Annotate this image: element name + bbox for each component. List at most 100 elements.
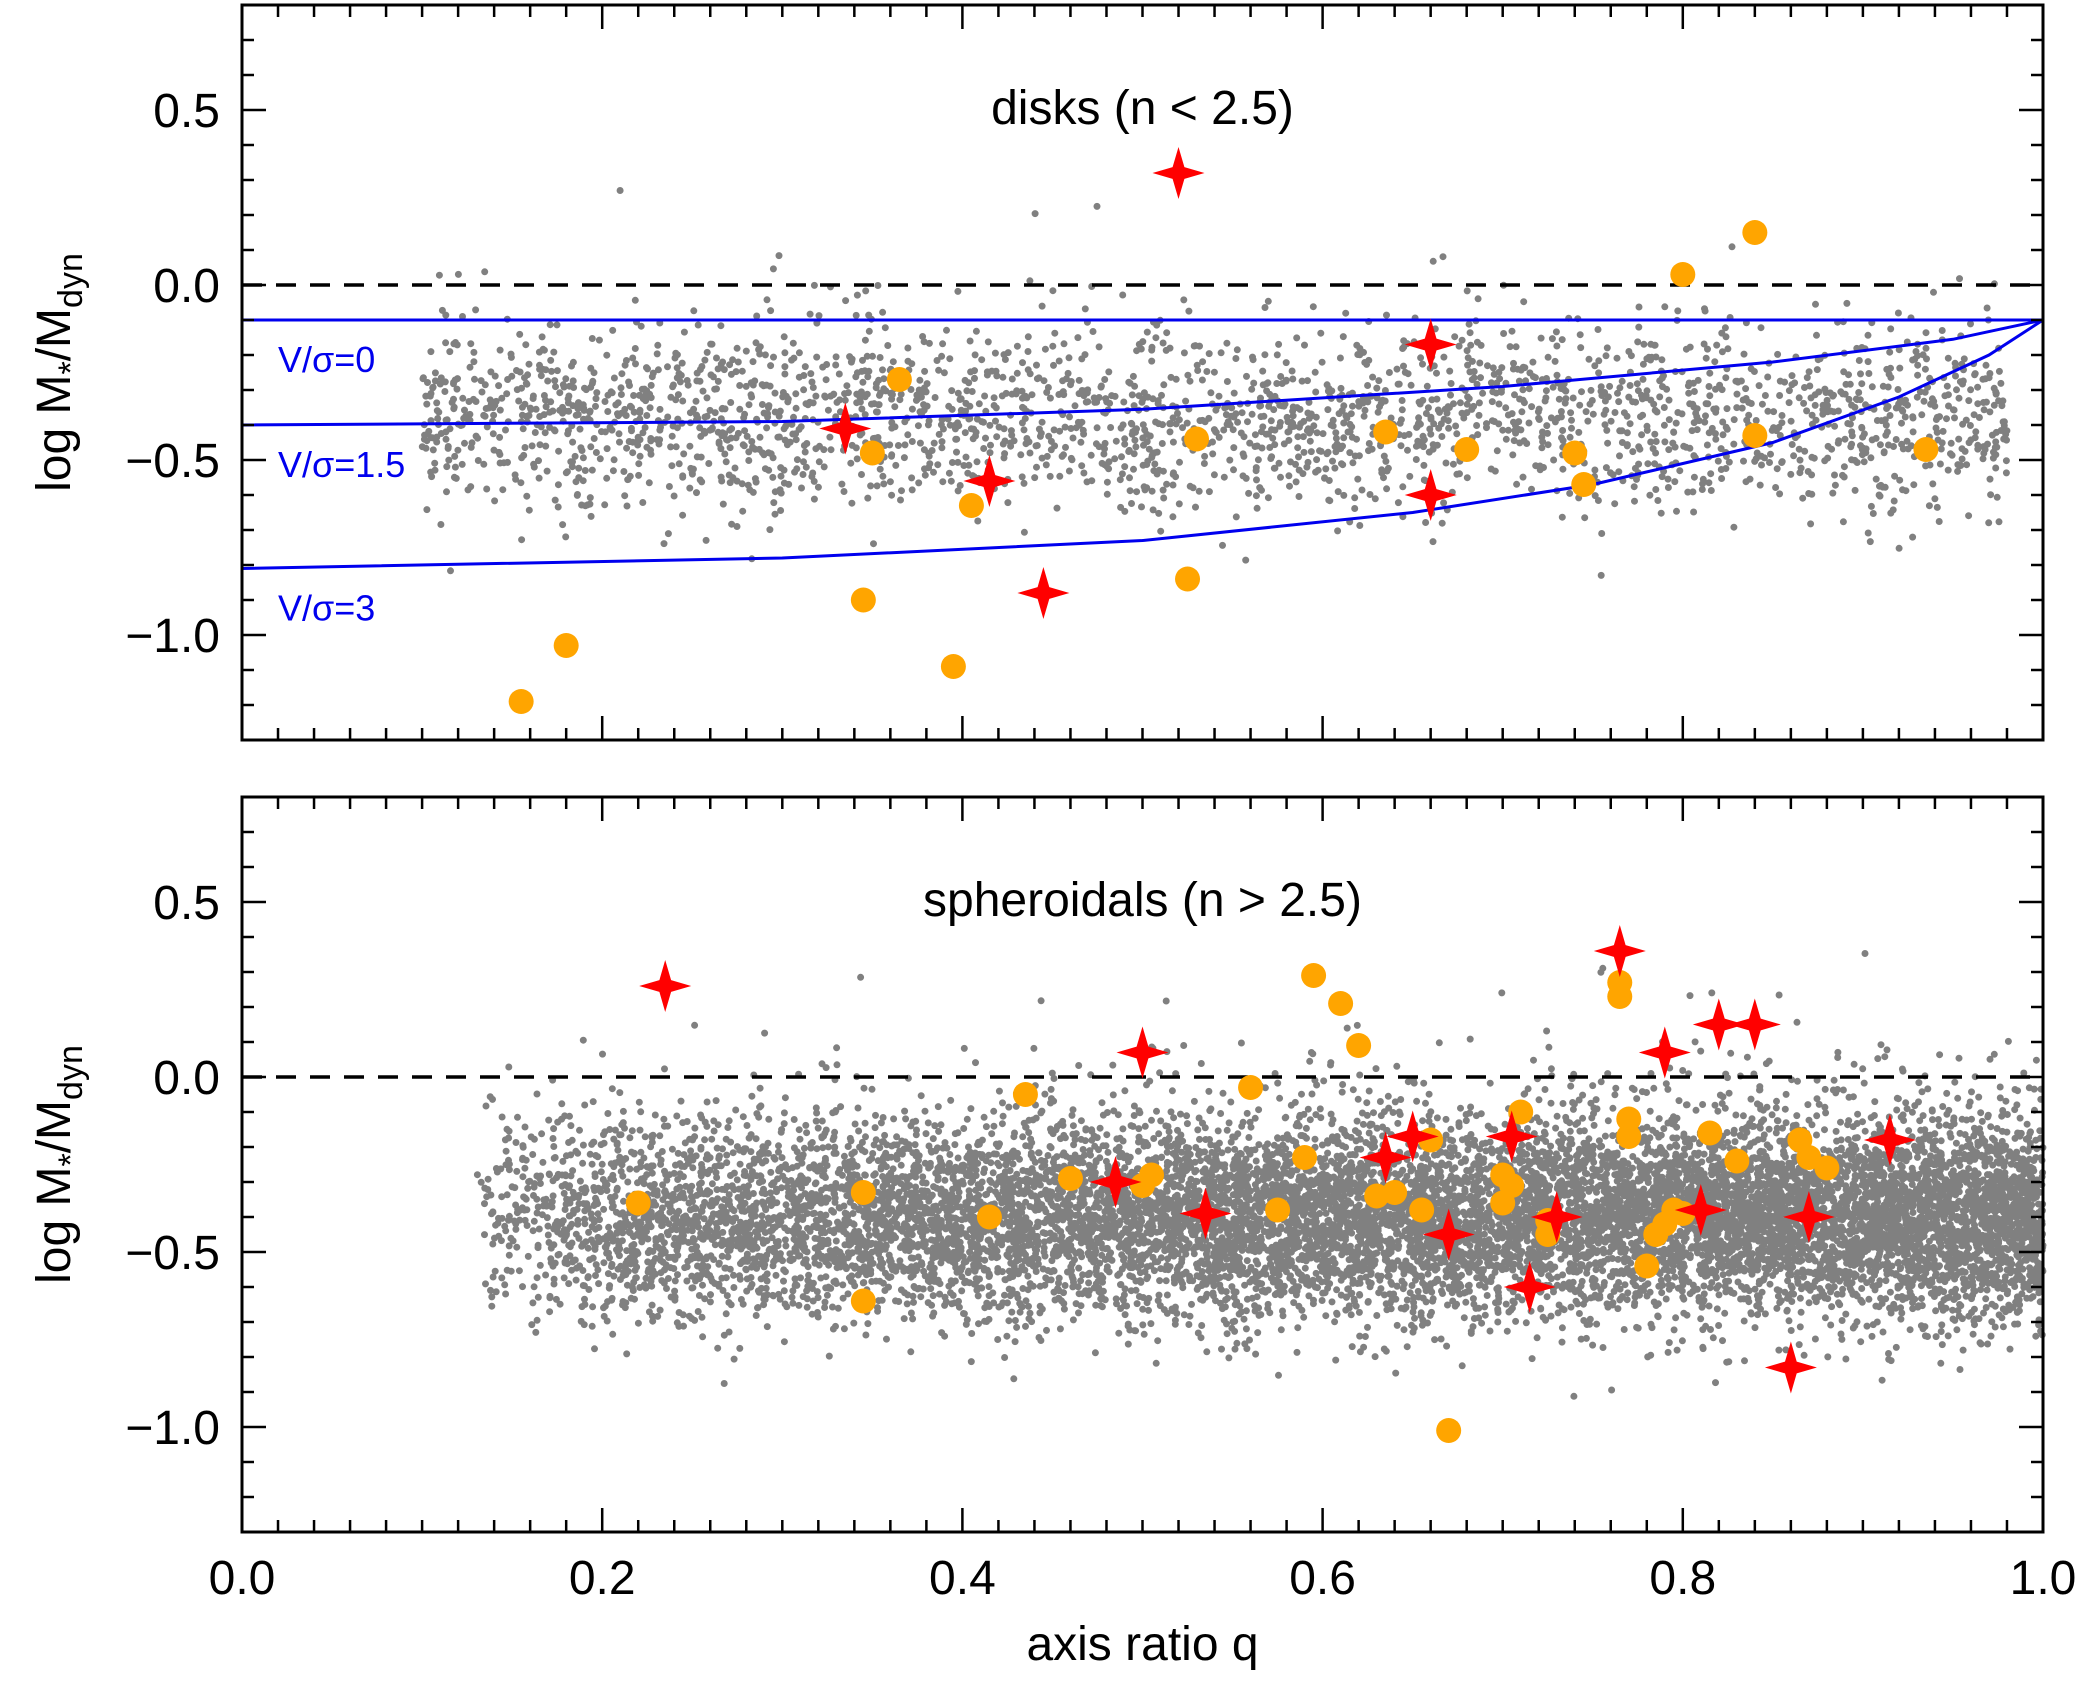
orange-point xyxy=(1238,1075,1264,1100)
red-star-point xyxy=(819,402,872,455)
red-star-point xyxy=(1404,469,1457,521)
y-tick-label: 0.5 xyxy=(153,877,220,930)
orange-point xyxy=(1814,1155,1840,1181)
bottom-y-tick-labels: 0.5 0.0 −0.5 −1.0 xyxy=(125,877,220,1455)
y-tick-label: 0.5 xyxy=(153,85,220,138)
top-y-axis-label: log M*/Mdyn xyxy=(28,253,90,492)
curve-label-0: V/σ=0 xyxy=(278,339,375,380)
red-star-point xyxy=(1782,1191,1835,1243)
orange-point xyxy=(1742,220,1768,245)
bottom-orange-points xyxy=(625,963,1840,1443)
top-ylabel-main: log M xyxy=(28,375,81,492)
red-star-point xyxy=(963,455,1016,507)
orange-point xyxy=(1499,1173,1525,1198)
red-star-point xyxy=(1863,1114,1916,1166)
orange-point xyxy=(508,689,534,714)
top-orange-points xyxy=(508,220,1939,714)
background-points xyxy=(473,950,2047,1400)
red-star-point xyxy=(1179,1187,1232,1240)
orange-point xyxy=(1373,419,1399,445)
y-tick-label: −0.5 xyxy=(125,1227,220,1280)
orange-point xyxy=(1454,437,1480,462)
orange-point xyxy=(1796,1145,1822,1170)
orange-point xyxy=(850,1288,876,1314)
bottom-panel-annotation: spheroidals (n > 2.5) xyxy=(923,874,1362,927)
red-star-point xyxy=(1359,1131,1412,1184)
background-points xyxy=(418,187,2011,579)
orange-point xyxy=(1724,1148,1750,1174)
orange-point xyxy=(958,493,984,518)
orange-point xyxy=(1328,991,1354,1016)
y-tick-label: −0.5 xyxy=(125,435,220,488)
orange-point xyxy=(1175,566,1201,592)
x-tick-label: 0.8 xyxy=(1649,1552,1716,1605)
red-star-point xyxy=(1593,925,1646,977)
y-tick-label: 0.0 xyxy=(153,1052,220,1105)
y-tick-label: −1.0 xyxy=(125,1402,220,1455)
x-tick-label: 0.6 xyxy=(1289,1552,1356,1605)
orange-point xyxy=(1012,1082,1038,1107)
red-star-point xyxy=(1638,1026,1691,1079)
orange-point xyxy=(1634,1253,1660,1279)
orange-point xyxy=(1616,1106,1642,1132)
model-curve-1 xyxy=(241,318,2044,427)
orange-point xyxy=(625,1190,651,1216)
y-tick-label: 0.0 xyxy=(153,260,220,313)
bottom-ylabel-main: log M xyxy=(28,1167,81,1284)
red-star-point xyxy=(1422,1208,1475,1261)
orange-point xyxy=(976,1204,1002,1230)
top-curve-labels: V/σ=0 V/σ=1.5 V/σ=3 xyxy=(278,339,405,629)
orange-point xyxy=(1670,262,1696,287)
orange-point xyxy=(1292,1145,1318,1170)
orange-point xyxy=(1301,963,1327,988)
orange-point xyxy=(1742,423,1768,448)
red-star-point xyxy=(1692,998,1745,1051)
orange-point xyxy=(1139,1162,1165,1188)
orange-point xyxy=(1571,472,1597,497)
orange-point xyxy=(886,367,912,392)
red-star-point xyxy=(1764,1341,1817,1394)
red-star-point xyxy=(1089,1156,1142,1208)
top-ylabel-mid: /M xyxy=(28,308,81,361)
curve-label-2: V/σ=3 xyxy=(278,588,375,629)
orange-point xyxy=(553,633,579,658)
bottom-panel: 0.5 0.0 −0.5 −1.0 0.0 0.2 0.4 0.6 0.8 1.0 sphero… xyxy=(28,795,2077,1671)
red-star-point xyxy=(1530,1191,1583,1243)
bottom-ylabel-mid: /M xyxy=(28,1100,81,1153)
top-ylabel-sub2: dyn xyxy=(52,253,90,308)
orange-point xyxy=(1184,426,1210,452)
x-tick-label: 0.2 xyxy=(569,1552,636,1605)
orange-point xyxy=(1562,440,1588,466)
curve-label-1: V/σ=1.5 xyxy=(278,444,405,485)
bottom-background-cloud xyxy=(473,950,2047,1400)
top-axis-ticks xyxy=(240,3,2045,742)
orange-point xyxy=(1382,1180,1408,1205)
red-star-point xyxy=(1017,567,1070,619)
y-tick-label: −1.0 xyxy=(125,610,220,663)
red-star-point xyxy=(1485,1110,1538,1163)
orange-point xyxy=(1265,1197,1291,1223)
red-star-point xyxy=(1152,147,1205,199)
x-tick-label: 1.0 xyxy=(2010,1552,2077,1605)
orange-point xyxy=(1346,1033,1372,1058)
bottom-y-axis-label: log M*/Mdyn xyxy=(28,1045,90,1284)
bottom-axis-ticks xyxy=(240,795,2045,1534)
orange-point xyxy=(940,654,966,679)
orange-point xyxy=(1436,1418,1462,1443)
orange-point xyxy=(1913,437,1939,462)
orange-point xyxy=(1607,970,1633,995)
orange-point xyxy=(850,587,876,613)
red-star-point xyxy=(1503,1261,1556,1313)
top-ylabel-sub1: * xyxy=(52,361,90,374)
orange-point xyxy=(1616,1124,1642,1149)
orange-point xyxy=(859,440,885,466)
red-star-point xyxy=(639,960,692,1012)
orange-point xyxy=(1697,1120,1723,1146)
bottom-x-tick-labels: 0.0 0.2 0.4 0.6 0.8 1.0 xyxy=(209,1552,2077,1605)
top-panel: V/σ=0 V/σ=1.5 V/σ=3 0.5 0.0 −0.5 −1.0 disks (… xyxy=(28,3,2045,742)
x-tick-label: 0.4 xyxy=(929,1552,996,1605)
orange-point xyxy=(1057,1166,1083,1191)
bottom-red-star-points xyxy=(639,925,1916,1394)
top-panel-annotation: disks (n < 2.5) xyxy=(991,82,1294,135)
